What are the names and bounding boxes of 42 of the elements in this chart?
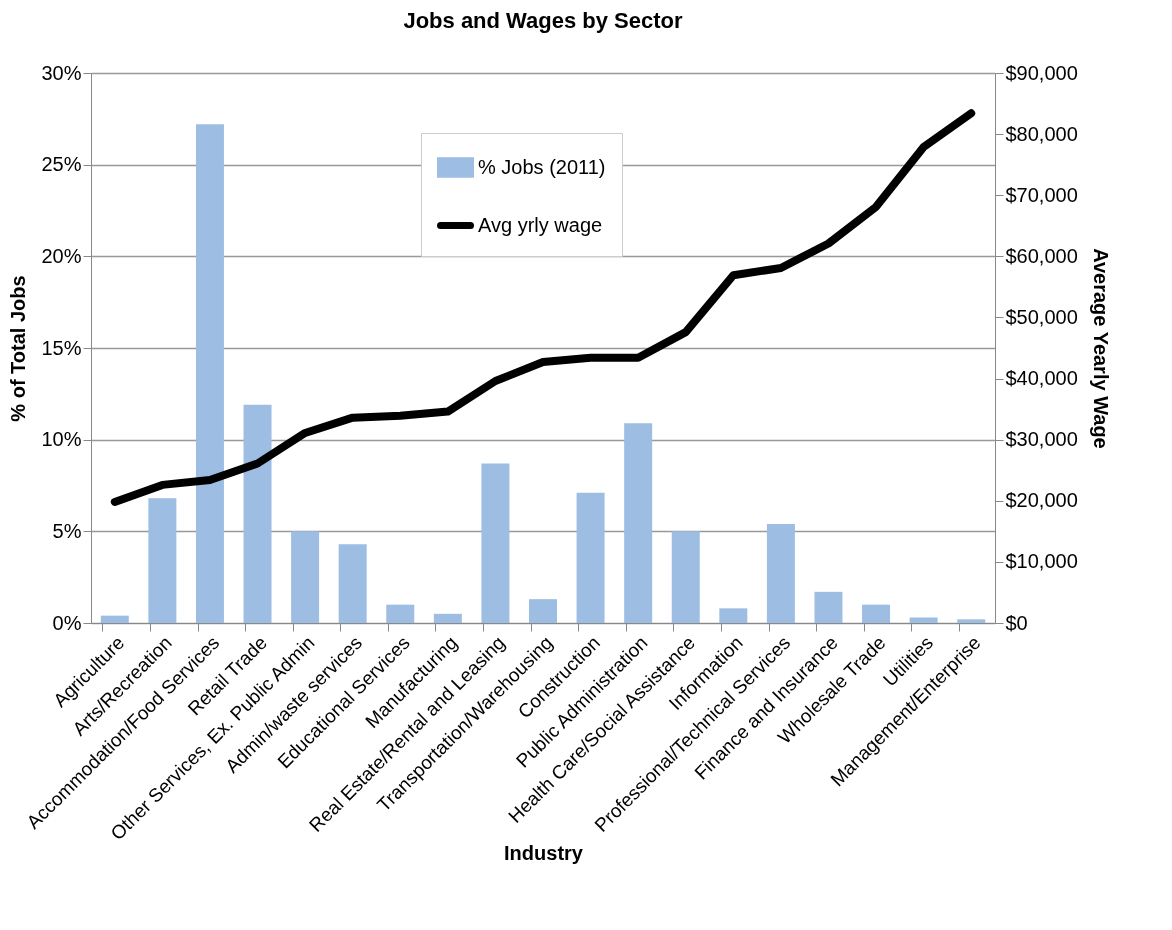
bar — [243, 404, 272, 623]
bar — [814, 591, 843, 623]
bar — [862, 604, 891, 623]
bar — [195, 124, 224, 623]
bar — [338, 544, 367, 623]
y2-tick-label: $90,000 — [1005, 61, 1078, 84]
bar — [529, 599, 557, 623]
y2-tick-label: $50,000 — [1005, 305, 1078, 328]
bar — [148, 498, 177, 623]
legend-label: % Jobs (2011) — [478, 155, 606, 178]
bar — [291, 531, 320, 623]
y2-tick-label: $40,000 — [1005, 367, 1078, 390]
bar — [766, 524, 795, 623]
y-tick-label: 10% — [41, 428, 82, 451]
y2-tick-label: $60,000 — [1005, 244, 1078, 267]
y2-tick-label: $0 — [1005, 611, 1028, 634]
bar — [100, 615, 129, 623]
x-axis-title: Industry — [504, 841, 584, 864]
bar — [909, 617, 938, 623]
y2-axis-title: Average Yearly Wage — [1089, 248, 1112, 449]
bar — [386, 604, 415, 623]
y2-tick-label: $80,000 — [1005, 122, 1078, 145]
y-axis-title: % of Total Jobs — [7, 275, 30, 422]
y-tick-label: 0% — [52, 611, 82, 634]
bar — [433, 613, 462, 623]
bar — [719, 608, 748, 623]
y2-tick-label: $70,000 — [1005, 183, 1078, 206]
y2-tick-label: $30,000 — [1005, 428, 1078, 451]
chart-title: Jobs and Wages by Sector — [403, 8, 684, 33]
y-tick-label: 25% — [41, 153, 82, 176]
bar — [481, 463, 510, 623]
y-tick-label: 15% — [41, 336, 82, 359]
y-tick-label: 20% — [41, 244, 82, 267]
y2-tick-label: $20,000 — [1005, 489, 1078, 512]
bar — [624, 423, 653, 623]
y-tick-label: 5% — [52, 519, 82, 542]
bar — [957, 619, 986, 623]
legend-label: Avg yrly wage — [478, 213, 603, 236]
y2-tick-label: $10,000 — [1005, 550, 1078, 573]
bar — [671, 531, 700, 623]
bar — [576, 492, 605, 623]
y-tick-label: 30% — [41, 61, 82, 84]
